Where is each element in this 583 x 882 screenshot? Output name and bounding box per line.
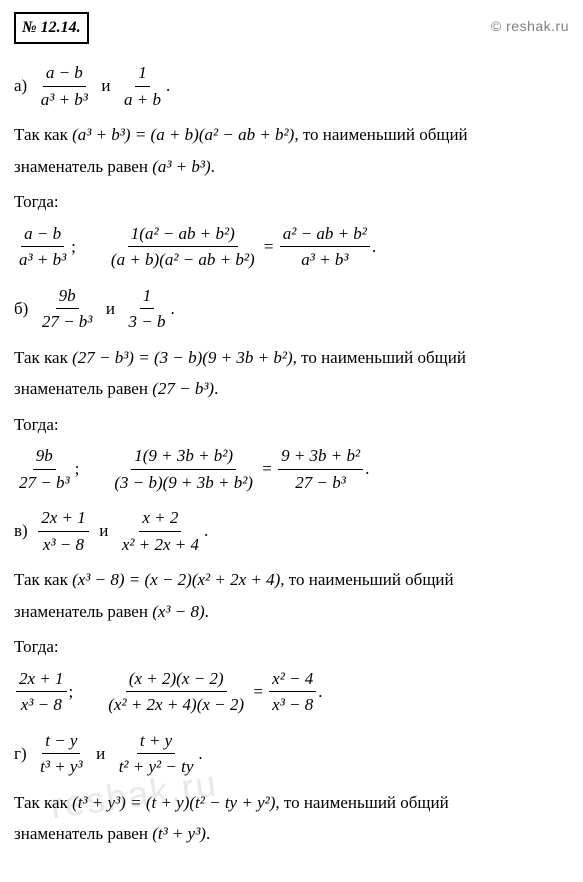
part-b-label: б): [14, 296, 28, 322]
then-label: Тогда:: [14, 634, 569, 660]
part-c-label: в): [14, 518, 28, 544]
fraction: 2x + 1 x³ − 8: [38, 505, 89, 557]
part-d-given: г) t − y t³ + y³ и t + y t² + y² − ty .: [14, 728, 569, 780]
part-d-explain: Так как (t³ + y³) = (t + y)(t² − ty + y²…: [14, 790, 569, 816]
fraction: 1 a + b: [121, 60, 164, 112]
fraction: a² − ab + b² a³ + b³: [280, 221, 370, 273]
problem-number: № 12.14.: [14, 12, 89, 44]
part-c-given: в) 2x + 1 x³ − 8 и x + 2 x² + 2x + 4 .: [14, 505, 569, 557]
fraction: 9 + 3b + b² 27 − b³: [278, 443, 363, 495]
fraction: 9b 27 − b³: [16, 443, 73, 495]
fraction: 1(9 + 3b + b²) (3 − b)(9 + 3b + b²): [111, 443, 256, 495]
fraction: t − y t³ + y³: [37, 728, 85, 780]
fraction: (x + 2)(x − 2) (x² + 2x + 4)(x − 2): [105, 666, 247, 718]
fraction: 9b 27 − b³: [39, 283, 96, 335]
part-b-result: 9b 27 − b³ ; 1(9 + 3b + b²) (3 − b)(9 + …: [14, 443, 569, 495]
part-a-result: a − b a³ + b³ ; 1(a² − ab + b²) (a + b)(…: [14, 221, 569, 273]
part-c-result: 2x + 1 x³ − 8 ; (x + 2)(x − 2) (x² + 2x …: [14, 666, 569, 718]
part-d-explain2: знаменатель равен (t³ + y³) .: [14, 821, 569, 847]
fraction: t + y t² + y² − ty: [116, 728, 197, 780]
part-a-explain: Так как (a³ + b³) = (a + b)(a² − ab + b²…: [14, 122, 569, 148]
part-a-explain2: знаменатель равен (a³ + b³) .: [14, 154, 569, 180]
part-b-given: б) 9b 27 − b³ и 1 3 − b .: [14, 283, 569, 335]
fraction: x² − 4 x³ − 8: [269, 666, 316, 718]
then-label: Тогда:: [14, 412, 569, 438]
part-b-explain: Так как (27 − b³) = (3 − b)(9 + 3b + b²)…: [14, 345, 569, 371]
fraction: x + 2 x² + 2x + 4: [119, 505, 202, 557]
part-b-explain2: знаменатель равен (27 − b³) .: [14, 376, 569, 402]
part-a-given: а) a − b a³ + b³ и 1 a + b .: [14, 60, 569, 112]
part-a-label: а): [14, 73, 27, 99]
watermark-text: © reshak.ru: [491, 16, 569, 37]
part-c-explain: Так как (x³ − 8) = (x − 2)(x² + 2x + 4) …: [14, 567, 569, 593]
fraction: 1(a² − ab + b²) (a + b)(a² − ab + b²): [108, 221, 258, 273]
then-label: Тогда:: [14, 189, 569, 215]
fraction: a − b a³ + b³: [38, 60, 91, 112]
part-c-explain2: знаменатель равен (x³ − 8) .: [14, 599, 569, 625]
fraction: 1 3 − b: [126, 283, 169, 335]
fraction: a − b a³ + b³: [16, 221, 69, 273]
part-d-label: г): [14, 741, 27, 767]
fraction: 2x + 1 x³ − 8: [16, 666, 67, 718]
